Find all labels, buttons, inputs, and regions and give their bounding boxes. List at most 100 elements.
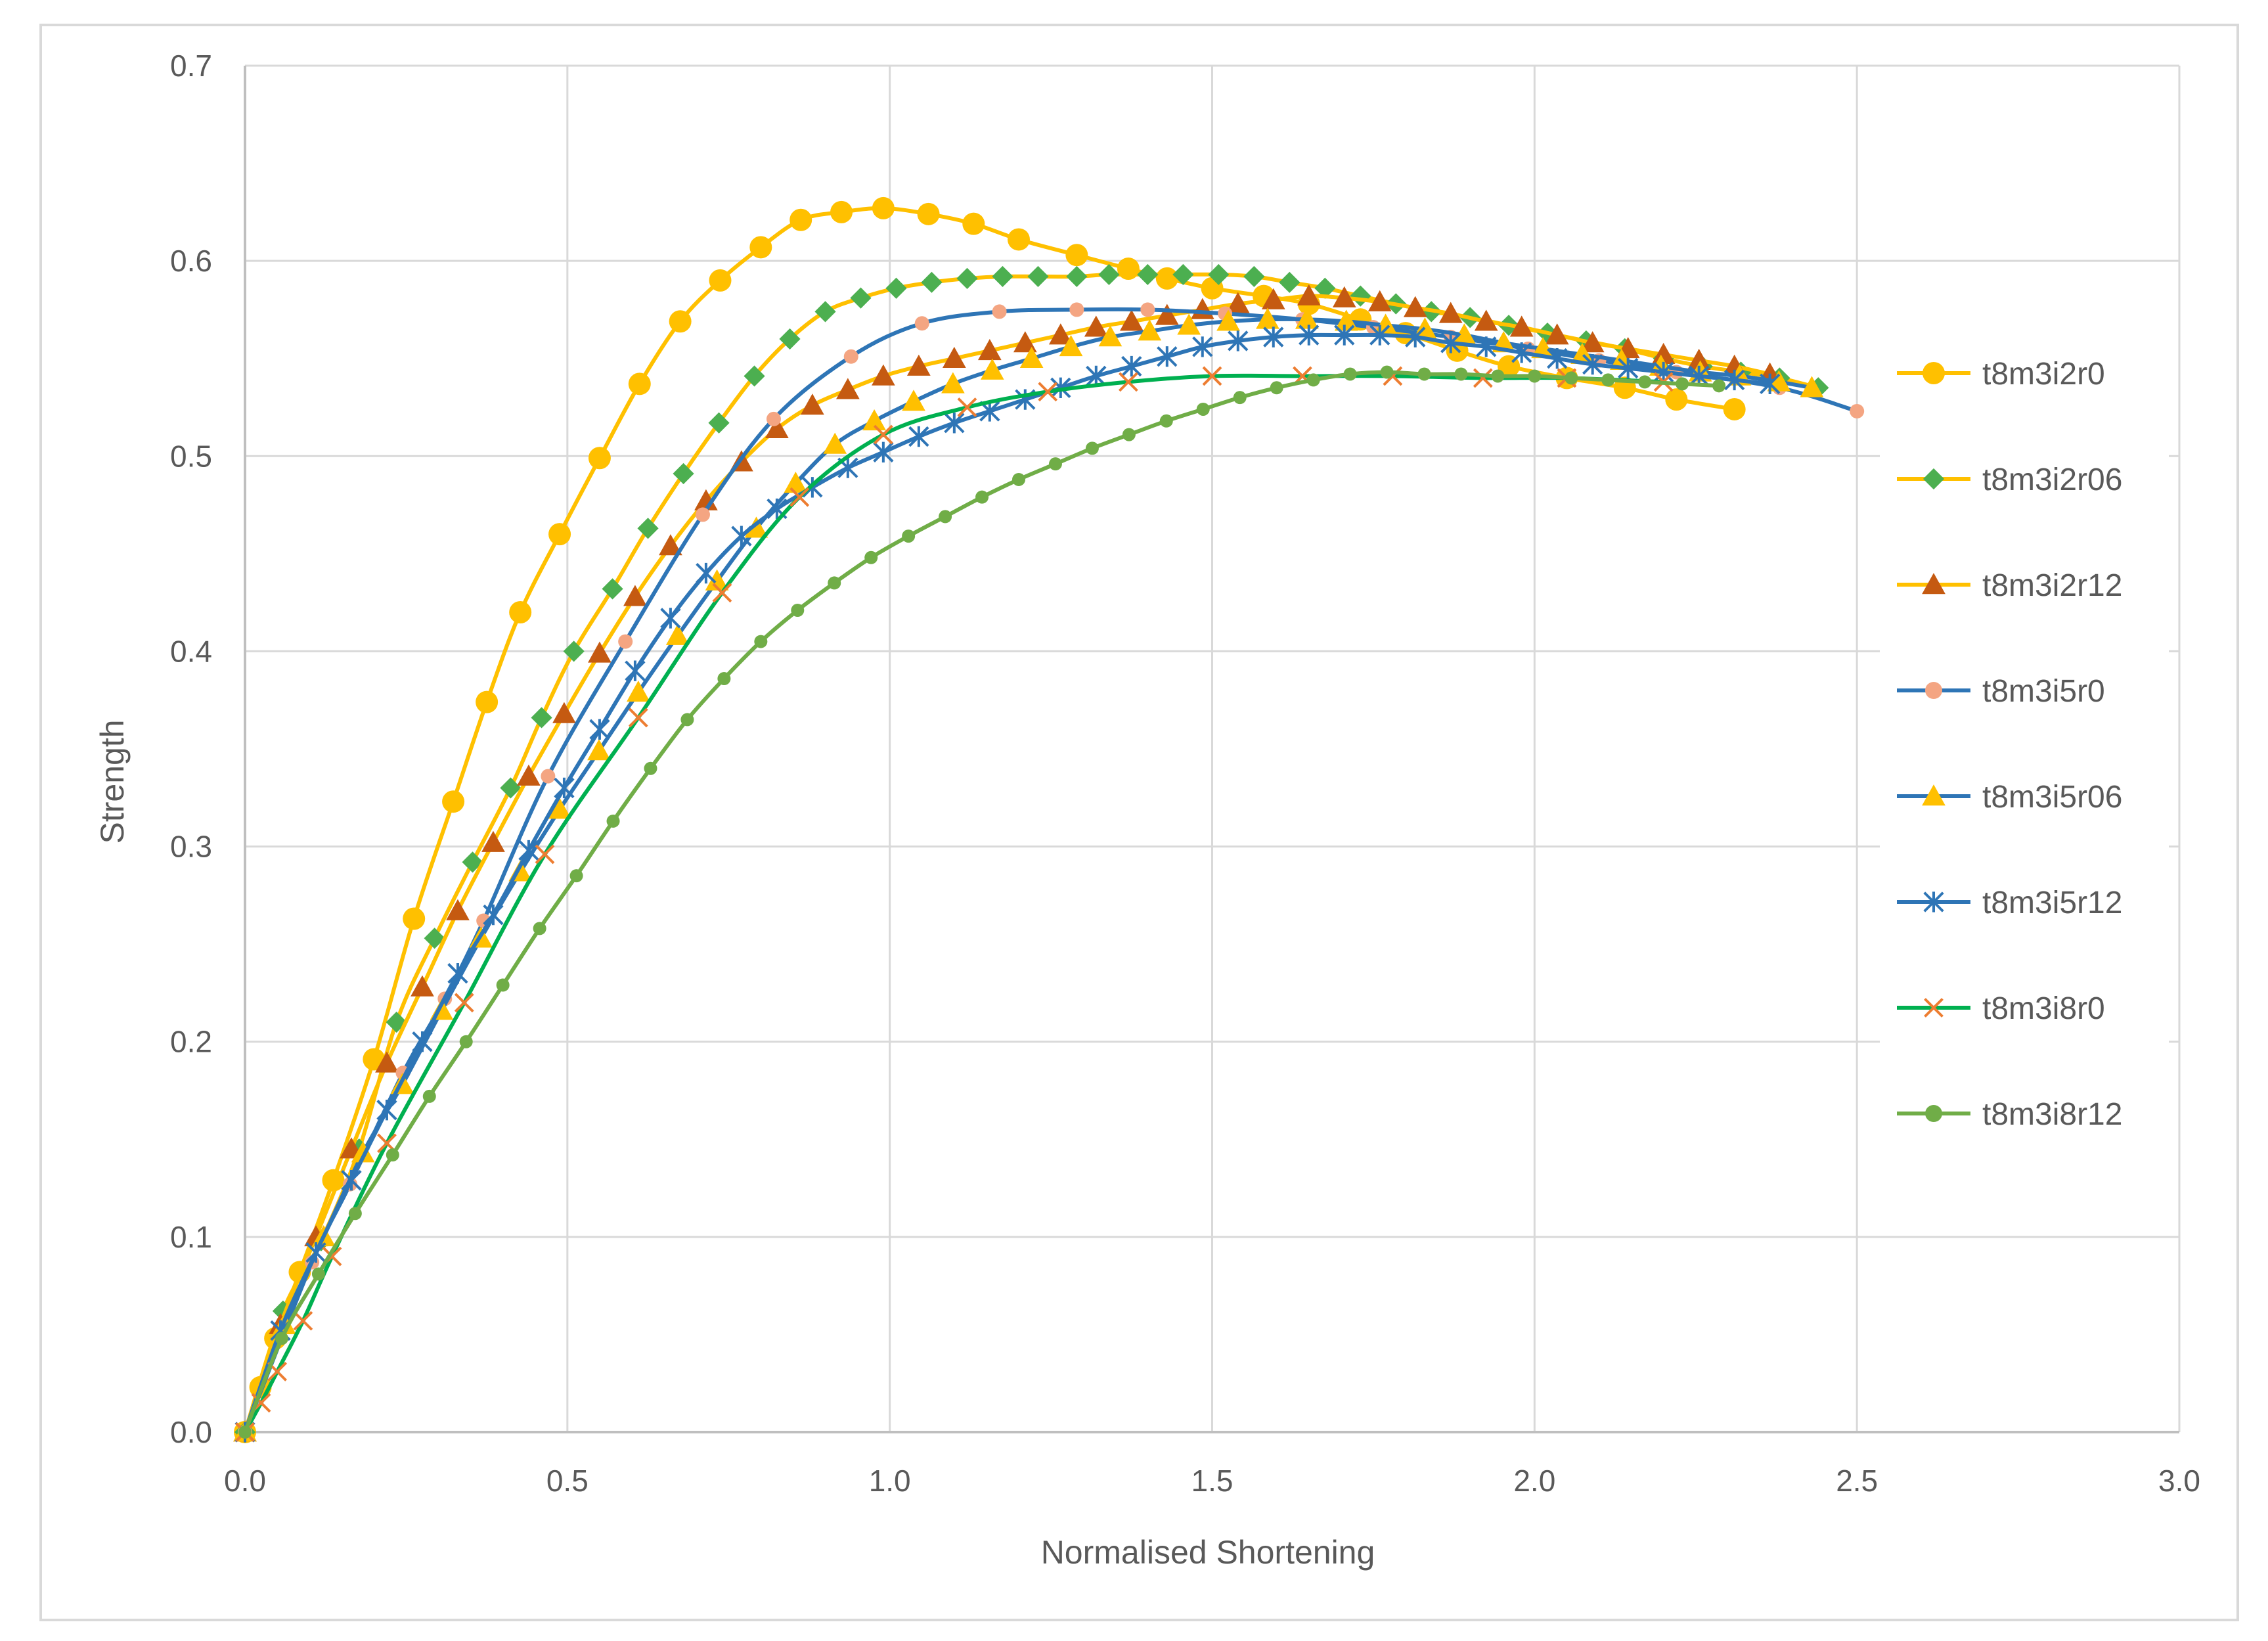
data-point-t8m3i8r12 <box>238 1426 252 1439</box>
data-point-t8m3i5r12 <box>412 1031 433 1052</box>
data-point-t8m3i5r12 <box>1440 332 1461 353</box>
data-point-t8m3i5r0 <box>766 411 781 426</box>
legend-item-t8m3i8r0: t8m3i8r0 <box>1897 991 2105 1026</box>
data-point-t8m3i5r06 <box>902 390 925 411</box>
data-point-t8m3i8r12 <box>1233 391 1247 405</box>
data-point-t8m3i5r06 <box>941 372 965 393</box>
data-point-t8m3i5r12 <box>1121 355 1142 377</box>
data-point-t8m3i8r12 <box>902 529 916 543</box>
data-point-t8m3i2r06 <box>992 265 1013 288</box>
data-point-t8m3i2r06 <box>637 518 659 539</box>
data-point-t8m3i8r12 <box>1454 367 1468 381</box>
data-point-t8m3i5r06 <box>1138 319 1162 341</box>
data-point-t8m3i5r12 <box>1086 365 1107 387</box>
data-point-t8m3i2r0 <box>1117 258 1140 281</box>
data-point-t8m3i2r12 <box>1651 342 1676 365</box>
data-point-t8m3i5r0 <box>992 304 1007 319</box>
data-point-t8m3i5r0 <box>914 316 929 331</box>
legend-marker <box>1925 682 1942 699</box>
data-point-t8m3i2r06 <box>1066 265 1088 288</box>
data-point-t8m3i2r06 <box>1208 263 1230 286</box>
data-point-t8m3i2r12 <box>517 764 541 786</box>
data-point-t8m3i2r06 <box>424 928 445 949</box>
data-point-t8m3i8r12 <box>975 490 989 504</box>
data-point-t8m3i5r0 <box>541 769 556 784</box>
data-point-t8m3i5r12 <box>1299 325 1320 346</box>
data-point-t8m3i5r12 <box>1723 369 1745 391</box>
data-point-t8m3i2r0 <box>588 447 611 470</box>
chart-border <box>39 24 2239 1621</box>
data-point-t8m3i2r06 <box>779 328 801 350</box>
data-point-t8m3i5r12 <box>660 608 681 629</box>
data-point-t8m3i5r12 <box>1263 326 1284 348</box>
data-point-t8m3i2r0 <box>830 200 853 223</box>
data-point-t8m3i5r0 <box>695 507 710 522</box>
series-t8m3i8r12 <box>238 365 1726 1439</box>
data-point-t8m3i5r12 <box>1334 325 1355 346</box>
legend-marker <box>1923 891 1944 912</box>
data-point-t8m3i8r12 <box>1012 472 1025 486</box>
data-point-t8m3i8r12 <box>828 576 841 590</box>
data-point-t8m3i2r12 <box>1226 292 1250 313</box>
data-point-t8m3i8r12 <box>864 551 878 564</box>
data-point-t8m3i8r12 <box>1712 379 1726 393</box>
data-point-t8m3i2r12 <box>375 1051 399 1073</box>
data-point-t8m3i5r06 <box>980 358 1004 380</box>
data-point-t8m3i2r0 <box>669 310 692 333</box>
legend-item-t8m3i8r12: t8m3i8r12 <box>1897 1097 2122 1132</box>
data-point-t8m3i5r12 <box>1157 346 1178 367</box>
data-point-t8m3i5r06 <box>587 739 611 761</box>
data-point-t8m3i5r0 <box>1140 302 1155 317</box>
data-point-t8m3i8r12 <box>939 510 952 524</box>
data-point-t8m3i5r0 <box>618 634 633 649</box>
data-point-t8m3i8r12 <box>1528 369 1542 383</box>
data-point-t8m3i5r12 <box>944 413 965 434</box>
axis-layer: 0.0 0.1 0.2 0.3 0.4 0.5 0.6 0.7 0.0 0.5 1.0 1.5 2.0 2… <box>170 49 2200 1498</box>
data-point-t8m3i8r0 <box>1473 368 1493 388</box>
data-point-t8m3i2r12 <box>588 641 611 663</box>
data-point-t8m3i5r12 <box>1582 353 1603 375</box>
data-point-t8m3i2r12 <box>1474 309 1498 331</box>
data-point-t8m3i2r0 <box>628 372 651 395</box>
data-point-t8m3i8r12 <box>348 1207 362 1221</box>
data-point-t8m3i2r12 <box>1509 315 1534 337</box>
data-point-t8m3i2r12 <box>1155 303 1179 325</box>
x-tick-label: 1.0 <box>869 1464 911 1498</box>
y-tick-label: 0.7 <box>170 49 212 83</box>
data-point-t8m3i8r0 <box>628 708 648 728</box>
legend-marker <box>1925 1105 1942 1122</box>
data-point-t8m3i5r06 <box>1295 307 1319 329</box>
data-point-t8m3i8r12 <box>1676 377 1689 391</box>
data-point-t8m3i8r12 <box>1491 369 1505 383</box>
data-point-t8m3i2r12 <box>765 416 789 438</box>
legend-label: t8m3i5r06 <box>1982 780 2122 815</box>
data-point-t8m3i2r06 <box>563 641 585 662</box>
data-point-t8m3i8r12 <box>1306 373 1320 387</box>
data-point-t8m3i5r12 <box>625 660 646 681</box>
data-point-t8m3i2r12 <box>1545 323 1569 345</box>
data-point-t8m3i2r06 <box>673 462 694 485</box>
legend-label: t8m3i5r0 <box>1982 674 2105 709</box>
data-point-t8m3i2r12 <box>1367 290 1392 311</box>
data-point-t8m3i5r12 <box>696 562 717 584</box>
data-point-t8m3i5r12 <box>1759 373 1781 395</box>
data-point-t8m3i2r06 <box>602 578 623 600</box>
data-point-t8m3i2r12 <box>872 364 895 386</box>
data-point-t8m3i5r06 <box>1256 307 1279 329</box>
data-point-t8m3i2r12 <box>1687 348 1711 370</box>
y-axis-title: Strength <box>94 719 131 843</box>
data-point-t8m3i5r06 <box>548 798 571 819</box>
data-point-t8m3i5r12 <box>589 719 610 740</box>
data-point-t8m3i2r0 <box>962 212 985 235</box>
data-point-t8m3i5r06 <box>626 680 650 702</box>
y-tick-label: 0.1 <box>170 1220 212 1254</box>
data-point-t8m3i8r12 <box>496 978 510 992</box>
data-point-t8m3i2r12 <box>1013 331 1037 353</box>
data-point-t8m3i5r06 <box>351 1141 375 1163</box>
x-tick-label: 3.0 <box>2158 1464 2200 1498</box>
legend-label: t8m3i8r12 <box>1982 1097 2122 1132</box>
data-point-t8m3i5r06 <box>705 569 729 591</box>
data-point-t8m3i5r06 <box>1019 346 1044 368</box>
data-point-t8m3i8r12 <box>422 1089 436 1103</box>
data-point-t8m3i8r0 <box>535 844 555 865</box>
